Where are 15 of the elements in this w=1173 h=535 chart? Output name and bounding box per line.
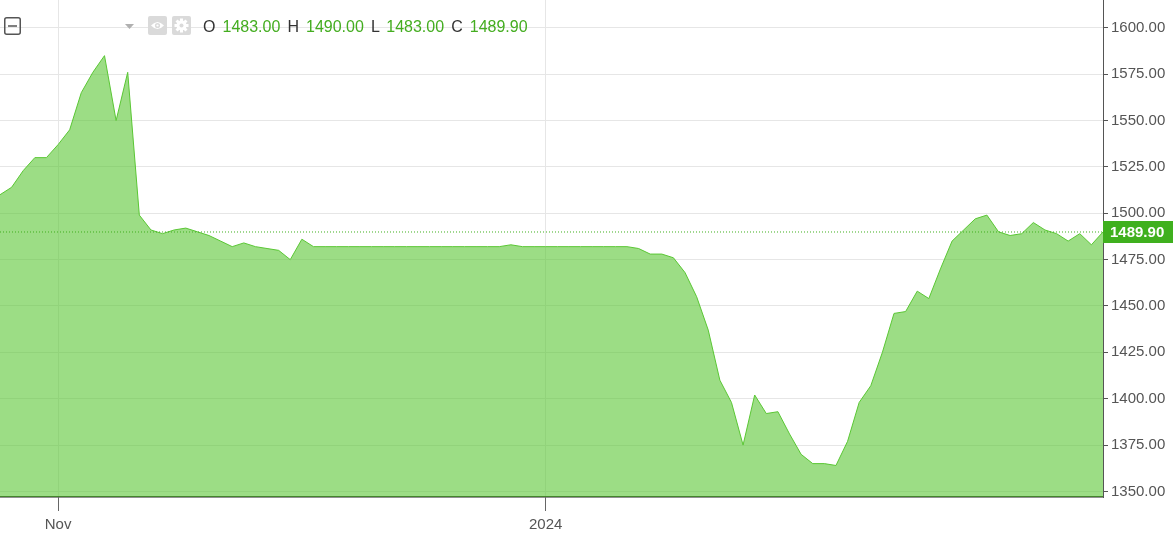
y-tick-label: 1600.00 xyxy=(1111,17,1166,35)
ref-line-label: 1489.90 xyxy=(1110,223,1165,241)
y-tick-label: 1425.00 xyxy=(1111,342,1166,360)
y-tick-label: 1575.00 xyxy=(1111,64,1166,82)
y-tick-label: 1350.00 xyxy=(1111,481,1166,499)
x-tick-label: Nov xyxy=(44,515,72,533)
y-tick-label: 1500.00 xyxy=(1111,203,1166,221)
y-tick-label: 1450.00 xyxy=(1111,296,1166,314)
text: O 1483.00 H 1490.00 L 1483.00 C 1489.90 xyxy=(203,18,528,35)
x-tick-label: 2024 xyxy=(529,515,563,533)
y-tick-label: 1525.00 xyxy=(1111,157,1166,175)
y-tick-label: 1475.00 xyxy=(1111,249,1166,267)
y-tick-label: 1550.00 xyxy=(1111,110,1166,128)
y-tick-label: 1400.00 xyxy=(1111,388,1166,406)
y-tick-label: 1375.00 xyxy=(1111,435,1166,453)
